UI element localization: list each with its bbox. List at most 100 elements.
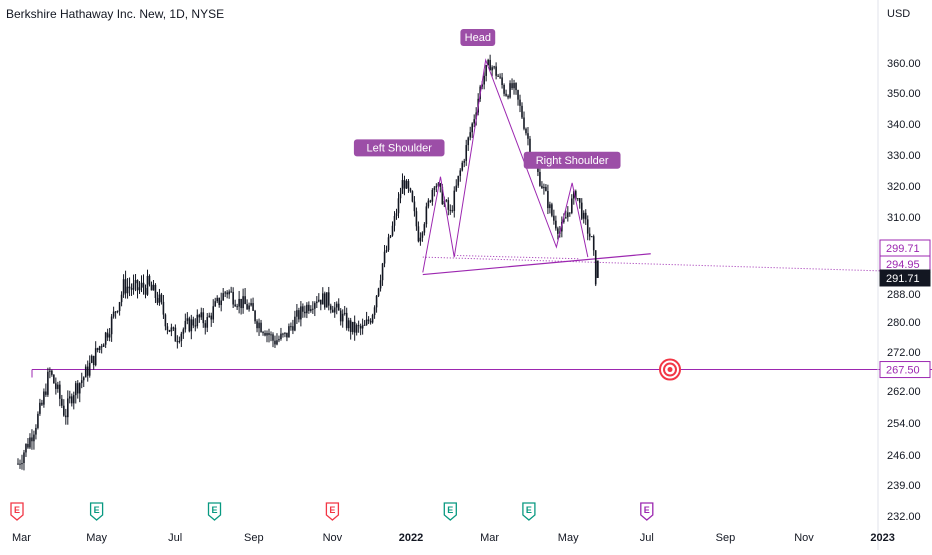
candle-body [331,309,334,313]
y-tick-label: 272.00 [887,347,921,359]
y-tick-label: 254.00 [887,418,921,430]
candle-body [78,383,81,394]
candle-body [463,160,466,163]
earnings-event-icon [522,502,536,521]
candle-body [290,326,292,328]
candle-body [250,303,252,306]
candle-body [349,320,352,332]
candle-body [515,83,517,91]
candle-body [148,275,151,285]
candle-body [224,292,226,294]
candle-body [397,198,400,214]
candle-body [321,293,324,305]
candle-body [377,288,380,296]
candle-body [188,318,191,332]
candle-body [284,332,286,334]
y-tick-label: 232.00 [887,511,921,523]
candle-body [280,333,282,340]
candle-body [200,312,203,318]
candle-body [172,327,175,329]
x-tick-label: Mar [12,532,31,544]
candle-body [312,308,314,310]
candle-body [252,303,254,311]
x-tick-label: Mar [480,532,499,544]
pattern-outline [422,58,589,273]
candle-body [260,322,262,333]
candle-body [43,391,45,405]
candle-body [389,235,392,238]
candle-body [385,250,388,252]
candle-body [327,292,330,306]
neckline-dotted [422,256,932,273]
candle-body [539,171,541,186]
candle-body [190,319,193,332]
candle-body [491,67,493,71]
x-tick-label: 2023 [870,532,894,544]
candle-body [495,66,497,76]
x-tick-label: Sep [716,532,736,544]
candle-body [467,137,470,146]
candle-body [300,306,302,320]
earnings-event-icon [89,502,104,521]
candle-body [298,310,300,320]
candle-body [507,95,509,98]
candle-body [517,90,519,100]
candle-body [264,333,266,336]
candle-body [569,212,571,214]
candle-body [17,463,19,465]
candle-body [403,180,406,189]
candle-body [453,190,456,211]
candle-body [475,112,477,120]
earnings-event-icon [443,502,457,521]
neckline-dotted-inner [454,254,581,260]
y-tick-label: 262.00 [887,386,921,398]
candle-body [124,279,127,294]
y-tick-label: 246.00 [887,450,921,462]
candle-body [82,377,85,381]
candle-body [451,210,454,212]
candle-body [206,317,209,328]
candle-body [232,291,234,305]
candle-body [445,200,448,202]
candle-body [567,212,569,218]
candle-body [266,333,268,336]
candle-body [240,298,242,309]
candle-body [594,250,597,285]
candle-body [49,370,51,372]
annotation-text: Head [465,32,491,44]
candle-body [208,315,211,318]
candle-body [365,319,368,325]
x-tick-label: May [558,532,579,544]
annotation-text: Left Shoulder [366,142,432,154]
candle-body [61,398,63,406]
candle-body [174,327,177,342]
candle-body [166,326,169,331]
candle-body [230,291,232,293]
candle-body [576,198,579,200]
candle-body [144,287,147,295]
candle-body [353,321,356,333]
candle-body [114,311,117,313]
candle-body [375,295,378,308]
x-tick-label: Sep [244,532,264,544]
neckline [422,253,651,276]
candle-body [65,415,67,418]
candle-body [407,180,410,189]
candle-body [234,304,236,307]
candle-body [578,198,581,203]
candle-body [246,304,248,310]
candle-body [106,332,109,338]
candle-body [248,305,250,310]
candle-body [541,185,543,189]
candle-body [53,374,55,384]
candle-body [485,65,487,76]
earnings-event-letter: E [447,505,453,515]
candle-body [94,348,97,366]
candle-body [74,383,77,396]
candle-body [306,304,308,314]
candle-body [411,191,414,202]
candle-body [130,288,133,290]
candle-body [553,215,555,221]
candle-body [154,284,157,298]
candle-body [274,340,276,345]
